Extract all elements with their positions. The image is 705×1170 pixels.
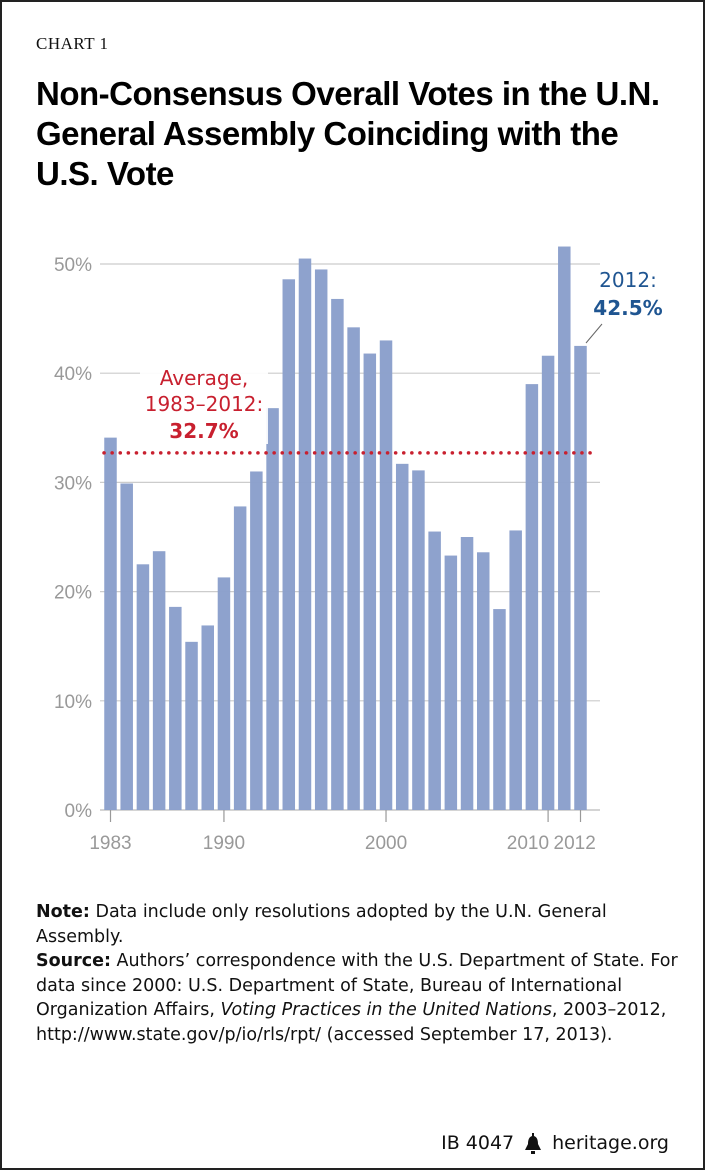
bar-2005 — [460, 537, 474, 810]
source-title: Voting Practices in the United Nations — [220, 1000, 552, 1020]
notes: Note: Data include only resolutions adop… — [36, 900, 686, 1047]
bar-1986 — [152, 551, 166, 810]
bar-2010 — [541, 355, 555, 810]
x-tick-label: 2012 — [554, 833, 596, 854]
bar-2001 — [395, 463, 409, 810]
y-tick-label: 10% — [54, 692, 92, 713]
note-text: Data include only resolutions adopted by… — [36, 902, 607, 947]
bar-1999 — [363, 353, 377, 810]
x-tick-label: 2000 — [365, 833, 407, 854]
bar-2006 — [477, 552, 490, 810]
bar-1996 — [314, 269, 328, 811]
note-label: Note: — [36, 902, 90, 922]
bar-1987 — [169, 606, 182, 810]
bar-1983 — [104, 437, 117, 810]
bar-1984 — [120, 483, 133, 810]
x-tick-label: 1983 — [89, 833, 131, 854]
bar-2009 — [525, 384, 539, 810]
bar-2011 — [558, 246, 571, 810]
bar-2002 — [412, 470, 425, 810]
liberty-bell-icon — [525, 1133, 542, 1154]
average-value: 32.7% — [169, 419, 238, 443]
callout-value: 42.5% — [593, 296, 662, 320]
bar-1988 — [185, 641, 198, 810]
bar-chart: 0% 10% 20% 30% 40% 50% 1983 1990 2000 2010 2012 Ave… — [54, 246, 663, 854]
average-label: Average, — [160, 366, 249, 390]
bar-1998 — [347, 327, 360, 810]
y-tick-label: 40% — [54, 364, 92, 385]
bar-1997 — [331, 298, 344, 810]
bar-1991 — [233, 506, 247, 810]
chart-title: Non-Consensus Overall Votes in the U.N. … — [36, 75, 660, 192]
source-label: Source: — [36, 951, 111, 971]
x-tick-label: 1990 — [203, 833, 245, 854]
bar-2000 — [379, 340, 393, 810]
site-name: heritage.org — [552, 1132, 669, 1154]
bar-1989 — [201, 625, 214, 810]
bar-2007 — [493, 609, 506, 810]
bar-1993 — [266, 408, 279, 810]
bar-1992 — [250, 471, 263, 810]
source-text: Authors’ correspondence with the U.S. De… — [36, 951, 678, 1020]
bar-2012 — [574, 345, 587, 810]
average-label-bg — [140, 362, 268, 444]
bar-1985 — [136, 564, 150, 810]
chart-label: CHART 1 — [36, 34, 109, 53]
bar-2003 — [428, 531, 441, 810]
callout-label: 2012: — [599, 268, 657, 292]
bar-2008 — [509, 530, 522, 810]
bar-1990 — [217, 577, 231, 810]
y-tick-label: 50% — [54, 255, 92, 276]
average-period: 1983–2012: — [145, 392, 264, 416]
bar-1995 — [298, 258, 312, 810]
y-tick-label: 20% — [54, 583, 92, 604]
y-tick-label: 30% — [54, 473, 92, 494]
footer: IB 4047 heritage.org — [441, 1132, 669, 1154]
callout-leader — [585, 323, 603, 344]
bar-2004 — [444, 555, 458, 810]
source-text-end: , 2003–2012, http://www.state.gov/p/io/r… — [36, 1000, 667, 1045]
y-tick-label: 0% — [65, 801, 93, 822]
bar-1994 — [282, 279, 296, 811]
publication-id: IB 4047 — [441, 1132, 515, 1154]
x-tick-label: 2010 — [507, 833, 549, 854]
